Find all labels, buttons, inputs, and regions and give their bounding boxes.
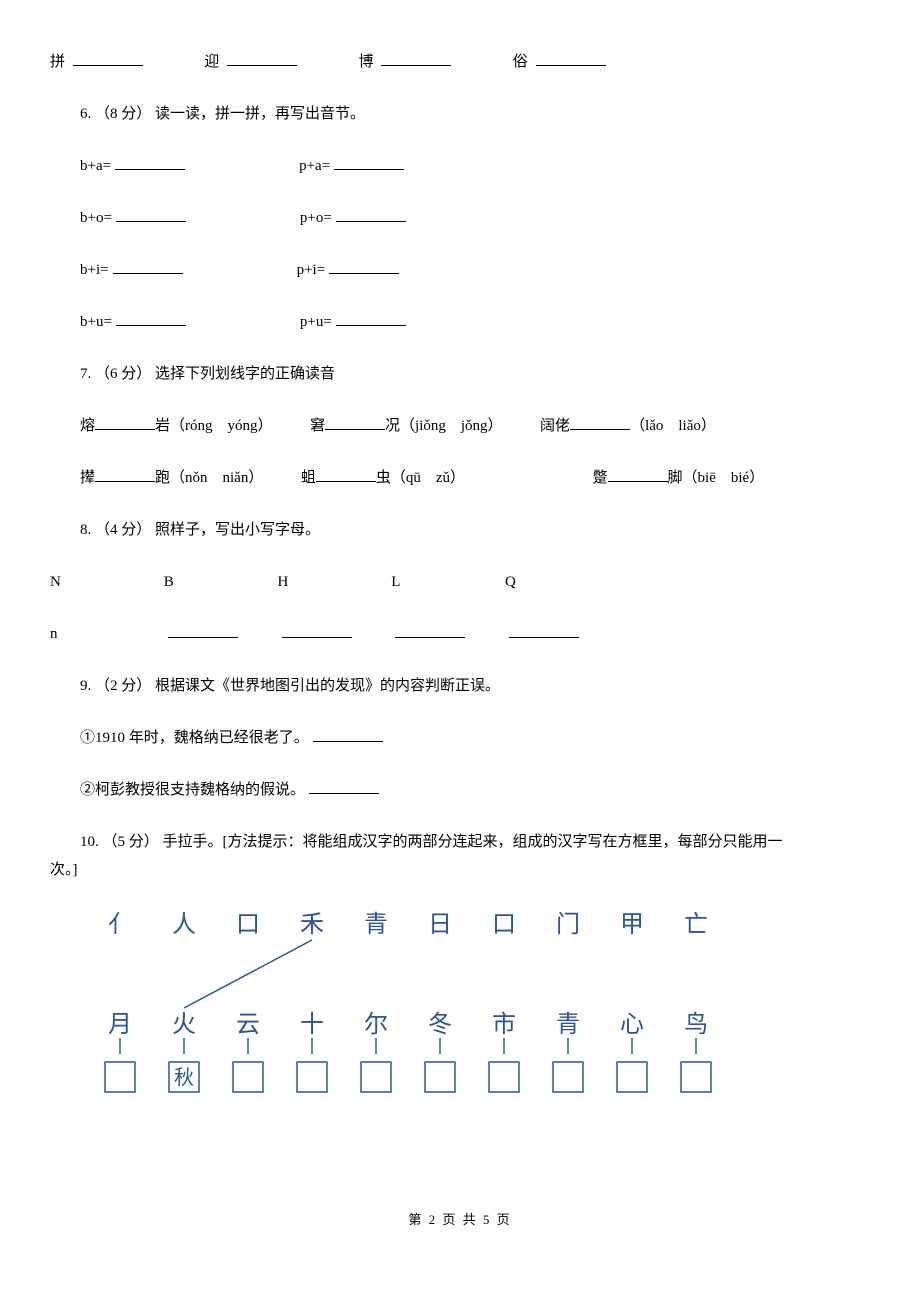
svg-text:口: 口 — [236, 912, 260, 938]
q7-item-post: 虫（qū zǔ） — [376, 466, 465, 490]
q8-letter: N — [50, 570, 160, 594]
q8-top-row: N B H L Q — [50, 570, 870, 594]
q6-pair-row: b+u= p+u= — [80, 310, 870, 334]
q6-left: b+u= — [80, 310, 112, 334]
q10-label-cont: 次。] — [50, 858, 870, 882]
q7-item-post: 跑（nǒn niǎn） — [155, 466, 263, 490]
blank — [608, 467, 668, 482]
blank — [336, 207, 406, 222]
q6-left: b+o= — [80, 206, 112, 230]
svg-text:十: 十 — [300, 1011, 324, 1038]
q10-diagram: 亻人口禾青日口门甲亡月火秋云十尔冬市青心鸟 — [50, 902, 870, 1120]
q9-s2: ②柯彭教授很支持魏格纳的假说。 — [50, 778, 870, 802]
svg-text:心: 心 — [620, 1012, 644, 1038]
svg-text:亡: 亡 — [684, 911, 708, 938]
q7-label: 7. （6 分） 选择下列划线字的正确读音 — [50, 362, 870, 386]
svg-text:日: 日 — [428, 912, 452, 938]
blank — [116, 207, 186, 222]
blank — [168, 623, 238, 638]
svg-text:冬: 冬 — [428, 1011, 452, 1038]
q10-label: 10. （5 分） 手拉手。[方法提示：将能组成汉字的两部分连起来，组成的汉字写… — [50, 830, 870, 854]
svg-text:门: 门 — [556, 911, 580, 938]
svg-text:人: 人 — [172, 912, 196, 938]
svg-text:亻: 亻 — [108, 911, 132, 938]
svg-text:口: 口 — [492, 912, 516, 938]
char-1: 拼 — [50, 50, 65, 74]
blank — [536, 51, 606, 66]
q7-item-post: 岩（róng yóng） — [155, 414, 273, 438]
q6-right: p+u= — [300, 310, 332, 334]
blank — [95, 467, 155, 482]
q6-left: b+i= — [80, 258, 109, 282]
q8-letter: L — [391, 570, 501, 594]
q9-statement: ②柯彭教授很支持魏格纳的假说。 — [80, 782, 305, 798]
svg-text:鸟: 鸟 — [684, 1011, 708, 1038]
q8-letter-small: n — [50, 622, 160, 646]
q6-label: 6. （8 分） 读一读，拼一拼，再写出音节。 — [50, 102, 870, 126]
blank — [116, 311, 186, 326]
q8-letter: Q — [505, 570, 615, 594]
blank — [113, 259, 183, 274]
q7-item-pre: 蛆 — [301, 466, 316, 490]
blank — [282, 623, 352, 638]
blank — [509, 623, 579, 638]
q6-right: p+o= — [300, 206, 332, 230]
q6-pair-row: b+i= p+i= — [80, 258, 870, 282]
q8-letter: B — [164, 570, 274, 594]
svg-text:云: 云 — [236, 1012, 260, 1038]
blank — [329, 259, 399, 274]
q9-statement: ①1910 年时，魏格纳已经很老了。 — [80, 730, 309, 746]
blank — [334, 155, 404, 170]
q7-item-post: 脚（biē bié） — [668, 466, 765, 490]
blank — [336, 311, 406, 326]
blank — [115, 155, 185, 170]
q9-s1: ①1910 年时，魏格纳已经很老了。 — [50, 726, 870, 750]
q7-item-pre: 阔佬 — [540, 414, 570, 438]
blank — [316, 467, 376, 482]
q7-item-pre: 窘 — [310, 414, 325, 438]
q6-right: p+a= — [299, 154, 330, 178]
blank — [313, 727, 383, 742]
svg-text:青: 青 — [556, 1011, 580, 1038]
blank — [227, 51, 297, 66]
q6-right: p+i= — [297, 258, 326, 282]
svg-text:甲: 甲 — [620, 912, 644, 938]
q7-item-pre: 撵 — [80, 466, 95, 490]
page-footer: 第 2 页 共 5 页 — [50, 1210, 870, 1231]
q7-item-pre: 熔 — [80, 414, 95, 438]
q7-row2: 撵 跑（nǒn niǎn） 蛆 虫（qū zǔ） 蹩 脚（biē bié） — [50, 466, 870, 490]
svg-text:禾: 禾 — [300, 911, 324, 938]
svg-text:秋: 秋 — [174, 1066, 194, 1089]
q6-pair-row: b+a= p+a= — [80, 154, 870, 178]
blank — [395, 623, 465, 638]
q8-label: 8. （4 分） 照样子，写出小写字母。 — [50, 518, 870, 542]
q6-left: b+a= — [80, 154, 111, 178]
svg-text:市: 市 — [492, 1011, 516, 1038]
blank — [325, 415, 385, 430]
q7-item-post: （lǎo liǎo） — [630, 414, 716, 438]
char-4: 俗 — [513, 50, 528, 74]
char-2: 迎 — [204, 50, 219, 74]
blank — [95, 415, 155, 430]
q8-letter: H — [278, 570, 388, 594]
char-blank-row: 拼 迎 博 俗 — [50, 50, 870, 74]
svg-text:青: 青 — [364, 911, 388, 938]
svg-text:火: 火 — [172, 1012, 196, 1038]
q6-pair-row: b+o= p+o= — [80, 206, 870, 230]
q7-item-post: 况（jiǒng jǒng） — [385, 414, 503, 438]
q7-row1: 熔 岩（róng yóng） 窘 况（jiǒng jǒng） 阔佬 （lǎo liǎo… — [50, 414, 870, 438]
q7-item-pre: 蹩 — [593, 466, 608, 490]
blank — [309, 779, 379, 794]
blank — [381, 51, 451, 66]
svg-text:月: 月 — [108, 1012, 132, 1038]
q8-bottom-row: n — [50, 622, 870, 646]
q9-label: 9. （2 分） 根据课文《世界地图引出的发现》的内容判断正误。 — [50, 674, 870, 698]
svg-text:尔: 尔 — [364, 1011, 388, 1038]
char-3: 博 — [359, 50, 374, 74]
blank — [73, 51, 143, 66]
blank — [570, 415, 630, 430]
